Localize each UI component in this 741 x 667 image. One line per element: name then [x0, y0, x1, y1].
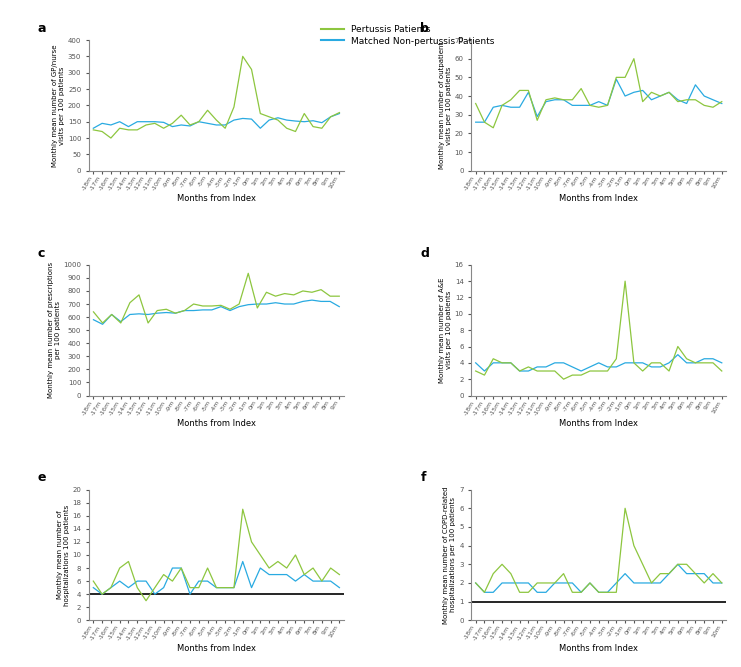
- Text: f: f: [420, 472, 426, 484]
- Text: c: c: [38, 247, 45, 259]
- X-axis label: Months from Index: Months from Index: [177, 644, 256, 653]
- Text: a: a: [38, 22, 47, 35]
- Text: e: e: [38, 472, 47, 484]
- X-axis label: Months from Index: Months from Index: [559, 644, 638, 653]
- Y-axis label: Monthly mean number of GP/nurse
visits per 100 patients: Monthly mean number of GP/nurse visits p…: [52, 44, 65, 167]
- Y-axis label: Monthly mean number of prescriptions
per 100 patients: Monthly mean number of prescriptions per…: [47, 262, 61, 398]
- Y-axis label: Monthly mean number of A&E
visits per 100 patients: Monthly mean number of A&E visits per 10…: [439, 277, 452, 383]
- Y-axis label: Monthly mean number of
hospitalizations 100 patients: Monthly mean number of hospitalizations …: [56, 504, 70, 606]
- Y-axis label: Monthly mean number of outpatient
visits per 100 patients: Monthly mean number of outpatient visits…: [439, 42, 452, 169]
- X-axis label: Months from Index: Months from Index: [177, 194, 256, 203]
- X-axis label: Months from Index: Months from Index: [177, 419, 256, 428]
- Y-axis label: Monthly mean number of COPD-related
hospitalizations per 100 patients: Monthly mean number of COPD-related hosp…: [443, 486, 456, 624]
- Text: b: b: [420, 22, 429, 35]
- X-axis label: Months from Index: Months from Index: [559, 419, 638, 428]
- Legend: Pertussis Patients, Matched Non-pertussis Patients: Pertussis Patients, Matched Non-pertussi…: [317, 21, 498, 49]
- Text: d: d: [420, 247, 429, 259]
- X-axis label: Months from Index: Months from Index: [559, 194, 638, 203]
